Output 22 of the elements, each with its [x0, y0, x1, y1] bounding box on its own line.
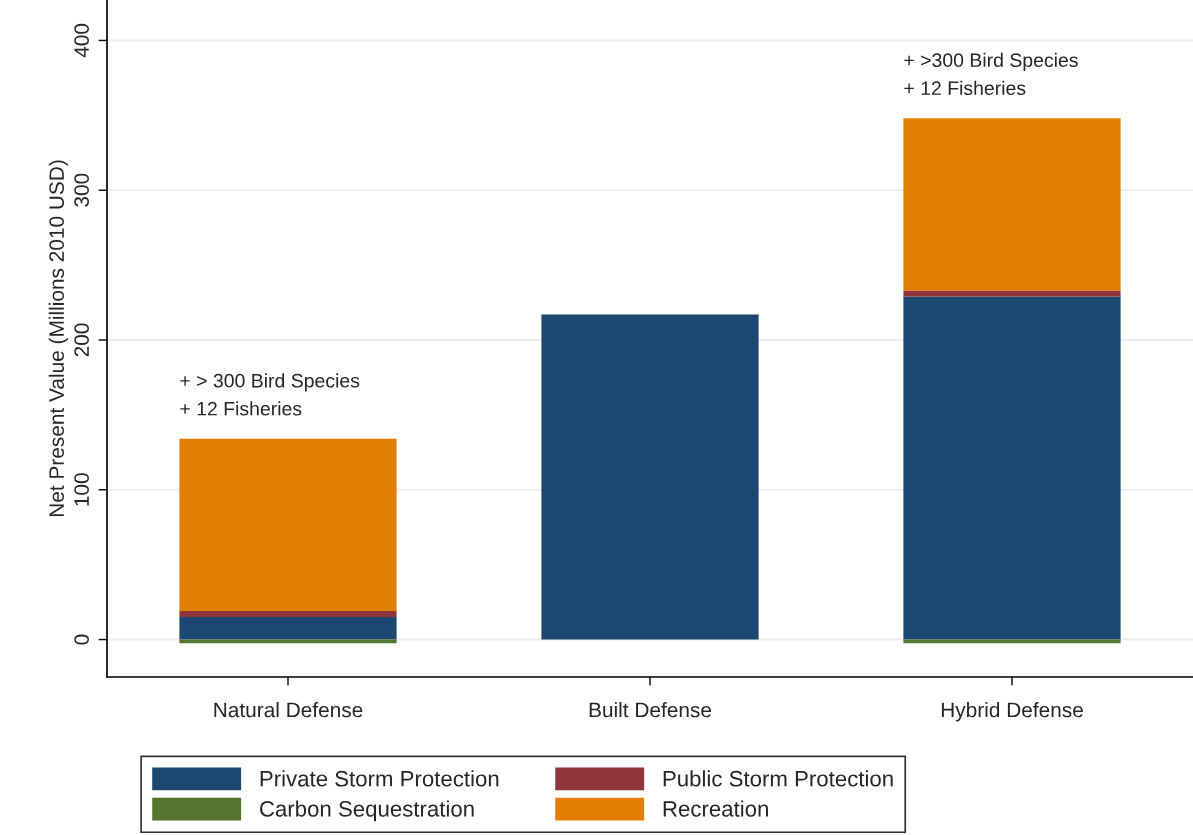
x-tick-label: Built Defense [589, 702, 712, 718]
bar [179, 617, 397, 640]
bar [541, 314, 759, 640]
x-tick-label: Natural Defense [214, 702, 363, 718]
bar [903, 296, 1121, 640]
y-axis-title: Net Present Value (Millions 2010 USD) [48, 160, 69, 517]
bar [903, 290, 1121, 297]
y-tick-label: 0 [74, 634, 89, 645]
y-tick-label: 300 [74, 173, 89, 207]
legend-label: Recreation [663, 800, 768, 817]
legend-label: Private Storm Protection [260, 770, 499, 787]
y-tick-label: 100 [74, 473, 89, 506]
bar [179, 438, 397, 612]
y-tick-label: 400 [74, 23, 89, 58]
x-tick-label: Hybrid Defense [941, 702, 1083, 722]
bar [903, 118, 1121, 291]
legend-label: Public Storm Protection [663, 770, 893, 787]
y-tick-label: 200 [74, 323, 89, 357]
annotation: + > 300 Bird Species + 12 Fisheries [180, 373, 360, 416]
legend-label: Carbon Sequestration [260, 800, 474, 822]
annotation: + >300 Bird Species + 12 Fisheries [904, 52, 1078, 96]
bar [179, 611, 397, 618]
